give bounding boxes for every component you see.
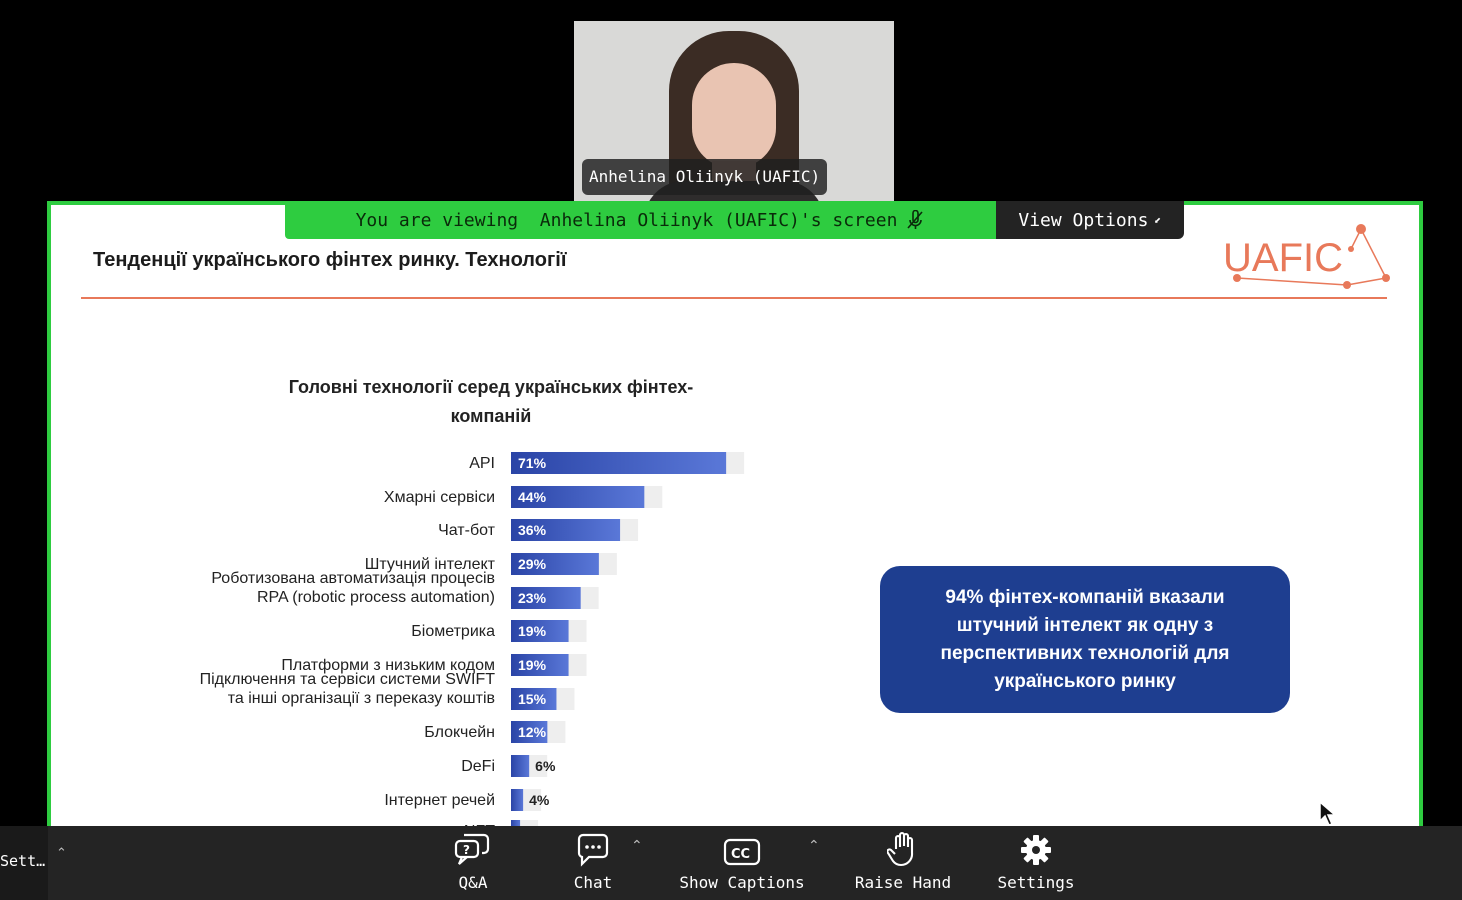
mouse-cursor-icon (1319, 801, 1338, 826)
bar-value-label: 36% (518, 522, 547, 538)
view-options-button[interactable]: View Options ⬋ (996, 201, 1184, 239)
chat-label: Chat (573, 873, 613, 892)
bar (511, 486, 645, 508)
category-label: Біометрика (411, 623, 495, 640)
view-options-label: View Options (1018, 209, 1149, 231)
callout-box: 94% фінтех-компаній вказали штучний інте… (880, 566, 1290, 713)
slide-divider (81, 297, 1387, 299)
category-label: та інші організації з переказу коштів (228, 690, 495, 707)
participant-face (692, 63, 776, 168)
bar (511, 553, 599, 575)
muted-mic-icon (907, 210, 924, 229)
category-label: DeFi (461, 758, 495, 775)
bar-value-label: 44% (518, 489, 547, 505)
toolbar-left-label[interactable]: Sett… (0, 852, 46, 870)
bar-value-label: 15% (518, 691, 547, 707)
bar (511, 789, 524, 811)
logo-text: UAFIC (1223, 236, 1343, 280)
chat-icon (577, 833, 609, 867)
slide-title: Тенденції українського фінтех ринку. Тех… (93, 249, 567, 271)
shared-screen: Тенденції українського фінтех ринку. Тех… (47, 201, 1423, 841)
bar-chart: 71% API 44% Хмарні сервіси 36% Чат-бот 29% Штуч… (200, 452, 745, 841)
raise-hand-label: Raise Hand (854, 873, 952, 892)
show-captions-button[interactable]: CC Show Captions (668, 826, 816, 900)
bar-value-label: 29% (518, 556, 547, 572)
bar (511, 620, 569, 642)
bar (511, 755, 530, 777)
bar-value-label: 23% (518, 590, 547, 606)
chat-button[interactable]: Chat (563, 826, 623, 900)
category-label: Роботизована автоматизація процесів (211, 570, 495, 587)
bar (511, 654, 569, 676)
viewing-screen-banner: You are viewing Anhelina Oliinyk (UAFIC)… (285, 201, 996, 239)
bar (511, 519, 621, 541)
participant-video[interactable]: Anhelina Oliinyk (UAFIC) (574, 21, 894, 201)
participant-name-label: Anhelina Oliinyk (UAFIC) (582, 159, 828, 195)
qa-icon: ? (454, 833, 490, 865)
settings-button[interactable]: Settings (988, 826, 1084, 900)
bar-value-label: 19% (518, 657, 547, 673)
bar-value-label: 6% (535, 758, 556, 774)
category-label: Чат-бот (438, 522, 496, 539)
show-captions-label: Show Captions (679, 873, 805, 892)
bar-value-label: 19% (518, 623, 547, 639)
category-label: API (469, 455, 495, 472)
bar (511, 688, 557, 710)
captions-caret-icon[interactable]: ⌃ (808, 838, 820, 854)
bar (511, 721, 548, 743)
chart-title: Головні технології серед українських фін… (288, 377, 694, 426)
bar-value-label: 4% (529, 792, 550, 808)
closed-captions-icon: CC (723, 838, 761, 866)
bar-value-label: 12% (518, 724, 547, 740)
category-label: Платформи з низьким кодом (281, 657, 495, 674)
gear-icon (1021, 835, 1051, 865)
raise-hand-button[interactable]: Raise Hand (843, 826, 963, 900)
svg-text:?: ? (463, 843, 470, 857)
category-label: RPA (robotic process automation) (257, 589, 495, 606)
raise-hand-icon (887, 831, 914, 867)
category-label: Блокчейн (424, 724, 495, 741)
settings-label: Settings (997, 873, 1075, 892)
category-label: Інтернет речей (384, 792, 495, 809)
toolbar-left-caret-icon[interactable]: ⌃ (56, 846, 67, 861)
uafic-logo: UAFIC (1223, 224, 1390, 289)
toolbar-left-item[interactable] (0, 826, 48, 900)
qa-button[interactable]: ? Q&A (443, 826, 503, 900)
category-label: Штучний інтелект (365, 556, 496, 573)
bar (511, 587, 581, 609)
svg-text:CC: CC (731, 847, 750, 862)
qa-label: Q&A (458, 873, 488, 892)
chat-caret-icon[interactable]: ⌃ (631, 838, 643, 854)
category-label: Хмарні сервіси (384, 489, 495, 506)
chevron-down-icon: ⬋ (1154, 213, 1162, 227)
bar (511, 452, 727, 474)
viewing-text: You are viewing Anhelina Oliinyk (UAFIC)… (355, 209, 898, 231)
bar-value-label: 71% (518, 455, 547, 471)
category-label: Підключення та сервіси системи SWIFT (200, 671, 496, 688)
